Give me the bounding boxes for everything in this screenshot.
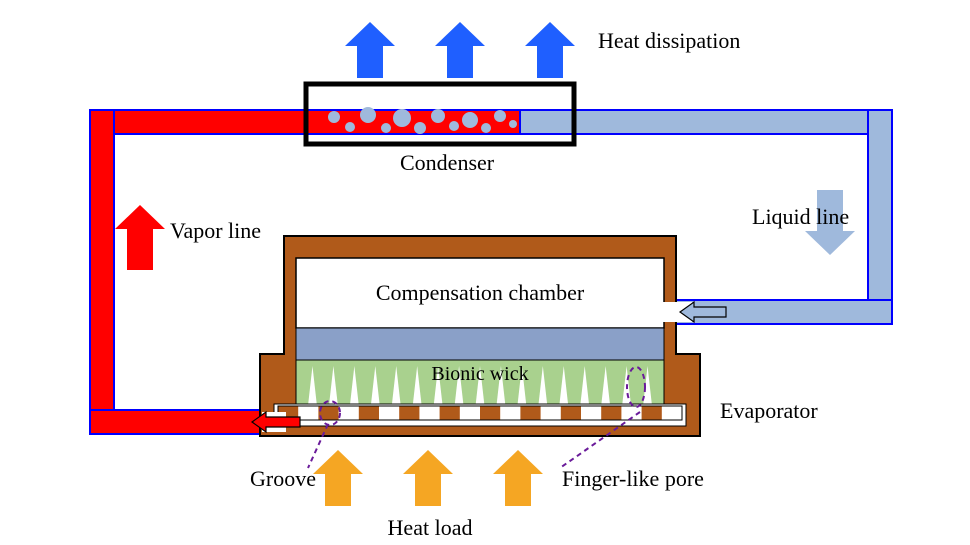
label-heat-dissipation: Heat dissipation	[598, 28, 740, 53]
heat-dissipation-arrow	[345, 22, 395, 78]
heat-load-arrow	[493, 450, 543, 506]
label-vapor-line: Vapor line	[170, 218, 261, 243]
vapor-line-arrow	[115, 205, 165, 270]
label-bionic-wick: Bionic wick	[431, 363, 528, 385]
evaporator	[260, 236, 700, 436]
label-heat-load: Heat load	[388, 515, 473, 540]
label-liquid-line: Liquid line	[752, 204, 849, 229]
label-compensation-chamber: Compensation chamber	[376, 280, 585, 305]
heat-load-arrow	[313, 450, 363, 506]
label-finger-like-pore: Finger-like pore	[562, 466, 704, 491]
label-groove: Groove	[250, 466, 316, 491]
liquid-layer	[296, 328, 664, 360]
label-evaporator: Evaporator	[720, 398, 818, 423]
heat-dissipation-arrow	[525, 22, 575, 78]
heat-dissipation-arrow	[435, 22, 485, 78]
label-condenser: Condenser	[400, 150, 495, 175]
heat-load-arrow	[403, 450, 453, 506]
